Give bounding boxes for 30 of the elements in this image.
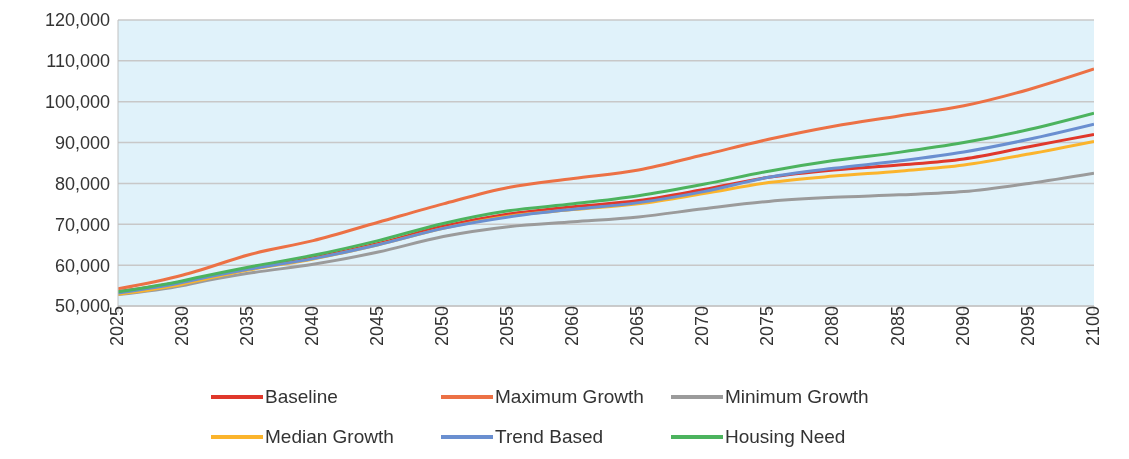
x-tick-label: 2040 (301, 306, 322, 347)
x-tick-label: 2030 (171, 306, 192, 347)
legend-label: Baseline (265, 386, 338, 408)
y-tick-label: 120,000 (44, 10, 110, 31)
x-tick-label: 2035 (236, 306, 257, 347)
x-tick-label: 2055 (497, 306, 518, 347)
y-tick-label: 110,000 (46, 51, 110, 72)
x-tick-label: 2095 (1017, 306, 1038, 347)
x-tick-label: 2070 (692, 306, 713, 347)
legend-label: Maximum Growth (495, 386, 644, 408)
x-tick-label: 2045 (367, 306, 388, 347)
y-tick-label: 80,000 (54, 173, 110, 194)
legend-label: Minimum Growth (725, 386, 869, 408)
y-tick-label: 60,000 (54, 255, 110, 276)
line-series (118, 67, 1094, 291)
x-tick-label: 2085 (887, 306, 908, 347)
x-tick-label: 2060 (562, 306, 583, 347)
legend-label: Median Growth (265, 426, 394, 448)
x-tick-label: 2075 (757, 306, 778, 347)
x-tick-label: 2090 (952, 306, 973, 347)
y-tick-label: 70,000 (54, 214, 110, 235)
line-series (118, 171, 1094, 297)
x-tick-label: 2050 (432, 306, 453, 347)
y-tick-label: 90,000 (54, 132, 110, 153)
y-tick-label: 100,000 (44, 92, 110, 113)
legend-label: Trend Based (495, 426, 604, 448)
legend-label: Housing Need (725, 426, 846, 448)
x-tick-label: 2080 (822, 306, 843, 347)
x-tick-label: 2100 (1082, 306, 1103, 347)
x-tick-label: 2065 (627, 306, 648, 347)
